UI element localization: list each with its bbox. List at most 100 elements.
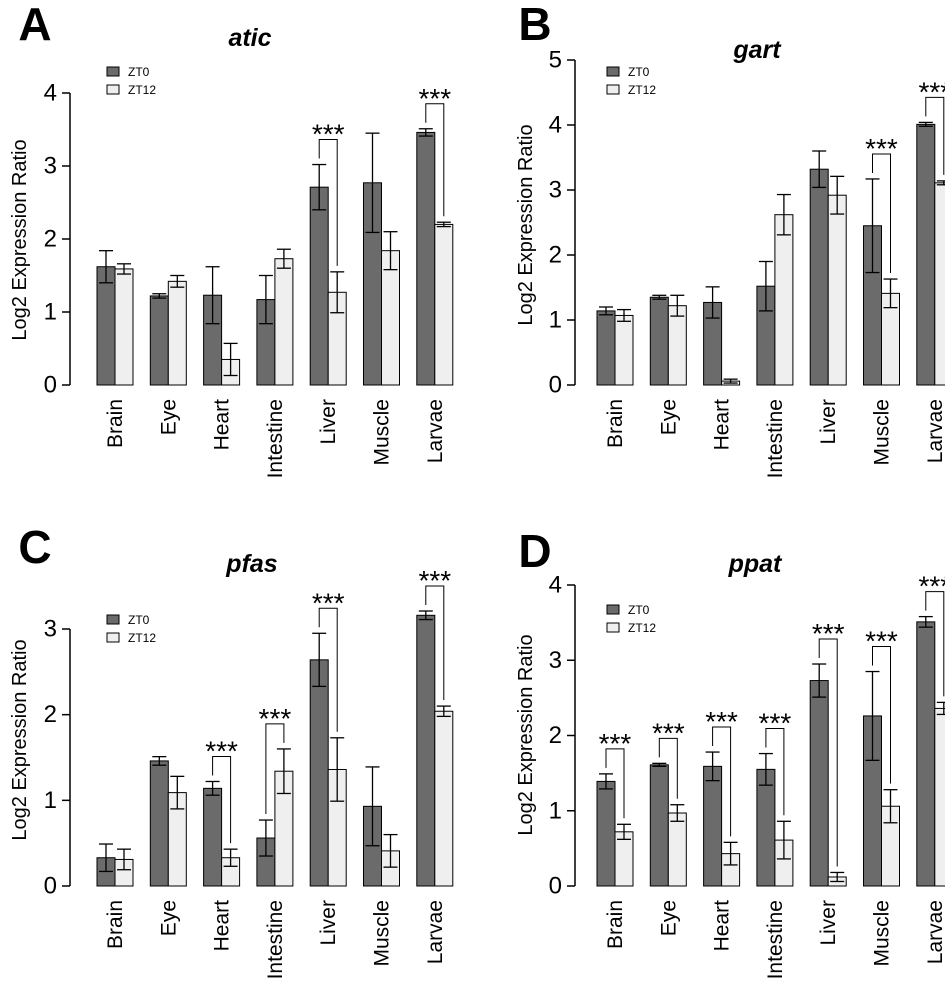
y-tick-label: 0: [549, 372, 562, 399]
y-tick-label: 3: [549, 177, 562, 204]
y-tick-label: 4: [44, 80, 57, 107]
legend-label-zt12: ZT12: [628, 621, 656, 635]
significance-bracket: [658, 737, 678, 799]
x-tick-label: Liver: [317, 399, 340, 445]
significance-label: ***: [599, 728, 632, 759]
panel-letter: D: [518, 525, 551, 577]
chart-title: gart: [732, 36, 782, 64]
y-tick-label: 3: [44, 616, 57, 643]
legend-swatch-zt12: [106, 632, 120, 643]
legend-swatch-zt12: [606, 622, 620, 633]
significance-label: ***: [918, 571, 945, 602]
legend-label-zt0: ZT0: [628, 603, 650, 617]
x-tick-label: Eye: [657, 900, 680, 936]
x-tick-label: Liver: [317, 900, 340, 946]
chart-title: atic: [228, 24, 271, 52]
x-tick-label: Larvae: [924, 399, 945, 463]
significance-label: ***: [418, 83, 451, 114]
y-axis-label: Log2 Expression Ratio: [9, 139, 31, 340]
significance-label: ***: [205, 735, 238, 766]
bar-zt12: [614, 314, 634, 386]
bar-zt12: [381, 250, 400, 386]
x-tick-label: Liver: [817, 399, 840, 445]
bar-zt12: [434, 223, 454, 386]
y-tick-label: 5: [549, 47, 562, 74]
bar-zt0: [703, 765, 723, 887]
bar-zt0: [649, 764, 669, 887]
bar-zt0: [96, 266, 116, 386]
significance-label: ***: [812, 618, 845, 649]
significance-bracket: [765, 728, 785, 816]
bar-zt0: [309, 659, 329, 887]
x-tick-label: Muscle: [371, 900, 394, 967]
bar-zt0: [649, 296, 669, 386]
bar-zt0: [916, 621, 936, 887]
significance-label: ***: [259, 703, 292, 734]
y-tick-label: 1: [44, 787, 57, 814]
x-tick-label: Eye: [657, 399, 680, 435]
y-tick-label: 0: [549, 873, 562, 900]
y-tick-label: 1: [44, 299, 57, 326]
significance-bracket: [872, 646, 891, 784]
x-tick-label: Larvae: [924, 900, 945, 964]
bar-zt0: [416, 131, 436, 386]
significance-label: ***: [918, 76, 945, 107]
bar-zt12: [167, 280, 187, 386]
y-tick-label: 3: [44, 153, 57, 180]
y-tick-label: 2: [549, 722, 562, 749]
panel-letter: A: [18, 0, 51, 50]
legend-swatch-zt12: [106, 84, 120, 95]
legend-label-zt12: ZT12: [128, 83, 156, 97]
y-tick-label: 0: [44, 873, 57, 900]
significance-label: ***: [312, 119, 345, 150]
legend-swatch-zt0: [106, 614, 120, 625]
significance-label: ***: [418, 565, 451, 596]
x-tick-label: Eye: [157, 900, 180, 936]
y-axis-label: Log2 Expression Ratio: [515, 634, 537, 835]
significance-bracket: [425, 585, 445, 701]
panel-letter: B: [518, 0, 551, 50]
bar-zt0: [596, 780, 616, 887]
bar-zt0: [809, 168, 829, 386]
y-tick-label: 2: [549, 242, 562, 269]
x-tick-label: Brain: [104, 399, 127, 448]
x-tick-label: Larvae: [424, 900, 447, 964]
significance-bracket: [212, 755, 232, 844]
significance-bracket: [265, 723, 285, 815]
legend-swatch-zt0: [606, 66, 620, 77]
bar-zt12: [934, 182, 945, 386]
y-tick-label: 2: [44, 701, 57, 728]
bar-zt0: [149, 295, 169, 386]
significance-label: ***: [652, 717, 685, 748]
x-tick-label: Muscle: [371, 399, 394, 466]
legend-label-zt12: ZT12: [128, 631, 156, 645]
significance-bracket: [925, 591, 945, 697]
y-tick-label: 0: [44, 372, 57, 399]
legend-label-zt0: ZT0: [628, 65, 650, 79]
x-tick-label: Brain: [604, 399, 627, 448]
x-tick-label: Liver: [817, 900, 840, 946]
x-tick-label: Intestine: [264, 399, 287, 478]
significance-bracket: [318, 607, 338, 732]
bar-zt12: [774, 214, 794, 386]
x-tick-label: Brain: [604, 900, 627, 949]
x-tick-label: Eye: [157, 399, 180, 435]
y-tick-label: 2: [44, 226, 57, 253]
legend-label-zt0: ZT0: [128, 65, 150, 79]
bar-zt12: [114, 268, 134, 386]
x-tick-label: Intestine: [264, 900, 287, 979]
significance-label: ***: [865, 626, 898, 657]
bar-zt0: [916, 123, 936, 386]
legend-swatch-zt12: [606, 84, 620, 95]
bar-zt0: [203, 787, 223, 887]
x-tick-label: Muscle: [871, 900, 894, 967]
x-tick-label: Larvae: [424, 399, 447, 463]
bar-zt12: [274, 258, 294, 386]
bar-zt12: [434, 710, 454, 887]
significance-label: ***: [759, 708, 792, 739]
bar-zt0: [149, 760, 169, 887]
